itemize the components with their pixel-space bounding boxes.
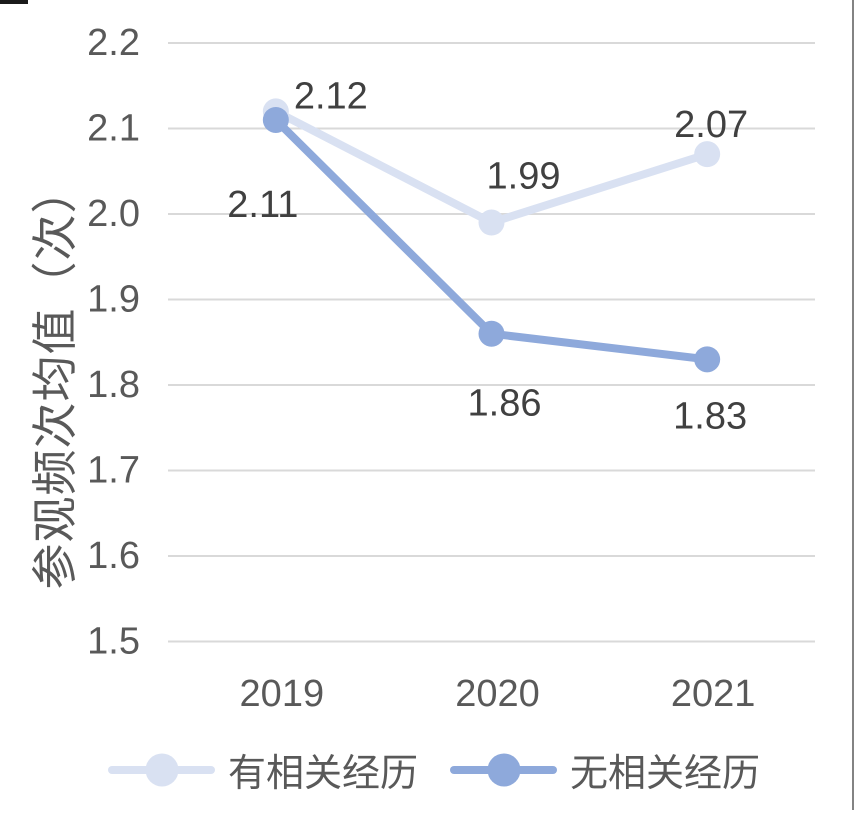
legend-line-marker-icon [108,753,215,787]
y-tick-label: 2.1 [87,108,140,150]
y-tick-label: 1.6 [87,535,140,577]
legend-line-marker-icon [450,753,558,787]
legend-item-without-experience: 无相关经历 [450,742,760,797]
data-point-marker [478,320,505,347]
data-label: 2.11 [227,184,298,226]
data-label: 1.83 [673,395,747,437]
y-tick-label: 2.2 [87,22,140,64]
data-point-marker [694,346,721,373]
x-axis-label: 2019 [240,673,325,715]
chart-legend: 有相关经历 无相关经历 [108,742,760,797]
data-label: 1.99 [487,156,561,198]
legend-label: 有相关经历 [228,753,419,795]
y-tick-label: 1.8 [87,364,140,406]
data-point-marker [694,141,721,168]
data-label: 2.07 [674,104,748,146]
legend-item-with-experience: 有相关经历 [108,742,418,797]
data-point-marker [262,106,289,133]
x-axis-label: 2021 [671,673,756,715]
x-axis-label: 2020 [455,673,540,715]
y-tick-label: 1.5 [87,621,140,663]
y-tick-label: 1.9 [87,279,140,321]
y-tick-label: 2.0 [87,193,140,235]
data-label: 2.12 [294,75,368,117]
data-point-marker [478,209,505,236]
legend-dot-icon [145,753,178,786]
legend-label: 无相关经历 [570,753,761,795]
legend-dot-icon [487,753,521,786]
chart-right-border [852,0,854,810]
data-label: 1.86 [468,383,542,425]
y-tick-label: 1.7 [87,450,140,492]
cropped-caption-mark [0,0,28,4]
